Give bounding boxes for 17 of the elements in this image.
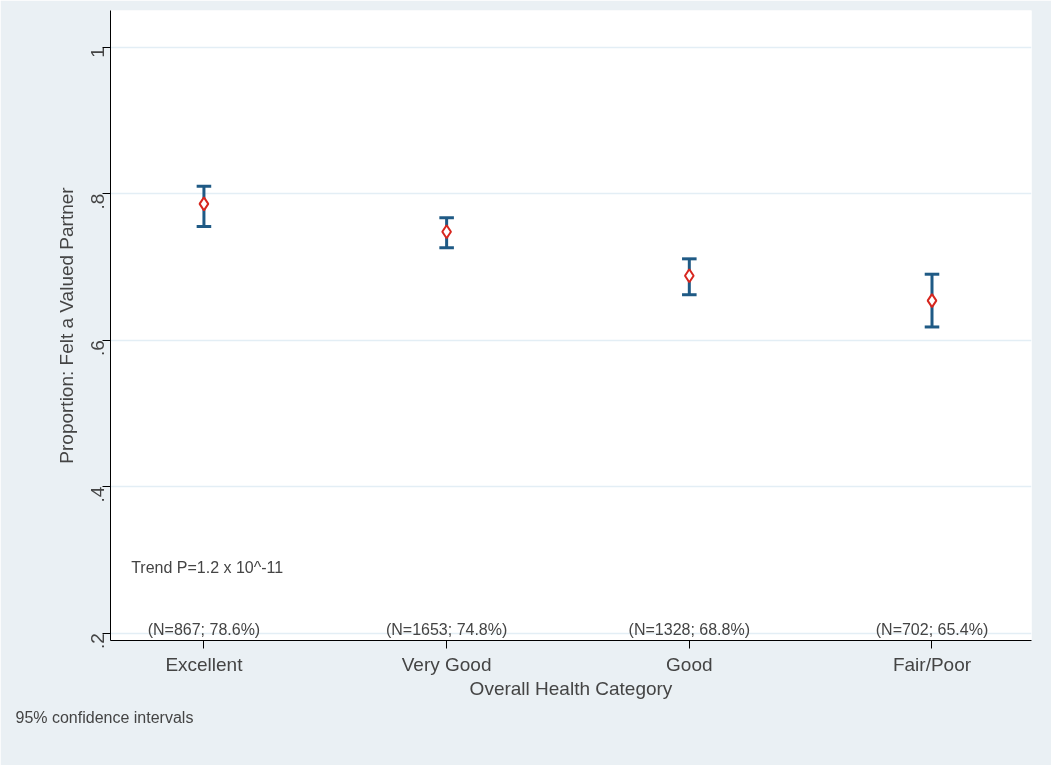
annotation: (N=702; 65.4%) xyxy=(875,621,989,639)
y-tick-label: .8 xyxy=(87,193,108,210)
annotation: (N=1328; 68.8%) xyxy=(628,621,751,639)
y-tick-label: 1 xyxy=(87,47,108,58)
x-tick-label: Good xyxy=(666,653,713,675)
y-tick-label: .4 xyxy=(87,486,108,503)
x-tick-label: Very Good xyxy=(401,653,492,675)
annotation: Trend P=1.2 x 10^-11 xyxy=(131,558,284,576)
y-tick-label: .6 xyxy=(87,340,108,356)
x-tick-label: Fair/Poor xyxy=(892,653,972,675)
annotation: (N=1653; 74.8%) xyxy=(385,621,508,639)
y-tick-label: .2 xyxy=(87,633,108,650)
y-axis-title: Proportion: Felt a Valued Partner xyxy=(55,186,77,464)
text: 95% confidence intervals xyxy=(15,708,194,726)
x-axis-title: Overall Health Category xyxy=(469,677,673,699)
x-tick-label: Excellent xyxy=(165,653,244,675)
annotation: (N=867; 78.6%) xyxy=(147,621,261,639)
